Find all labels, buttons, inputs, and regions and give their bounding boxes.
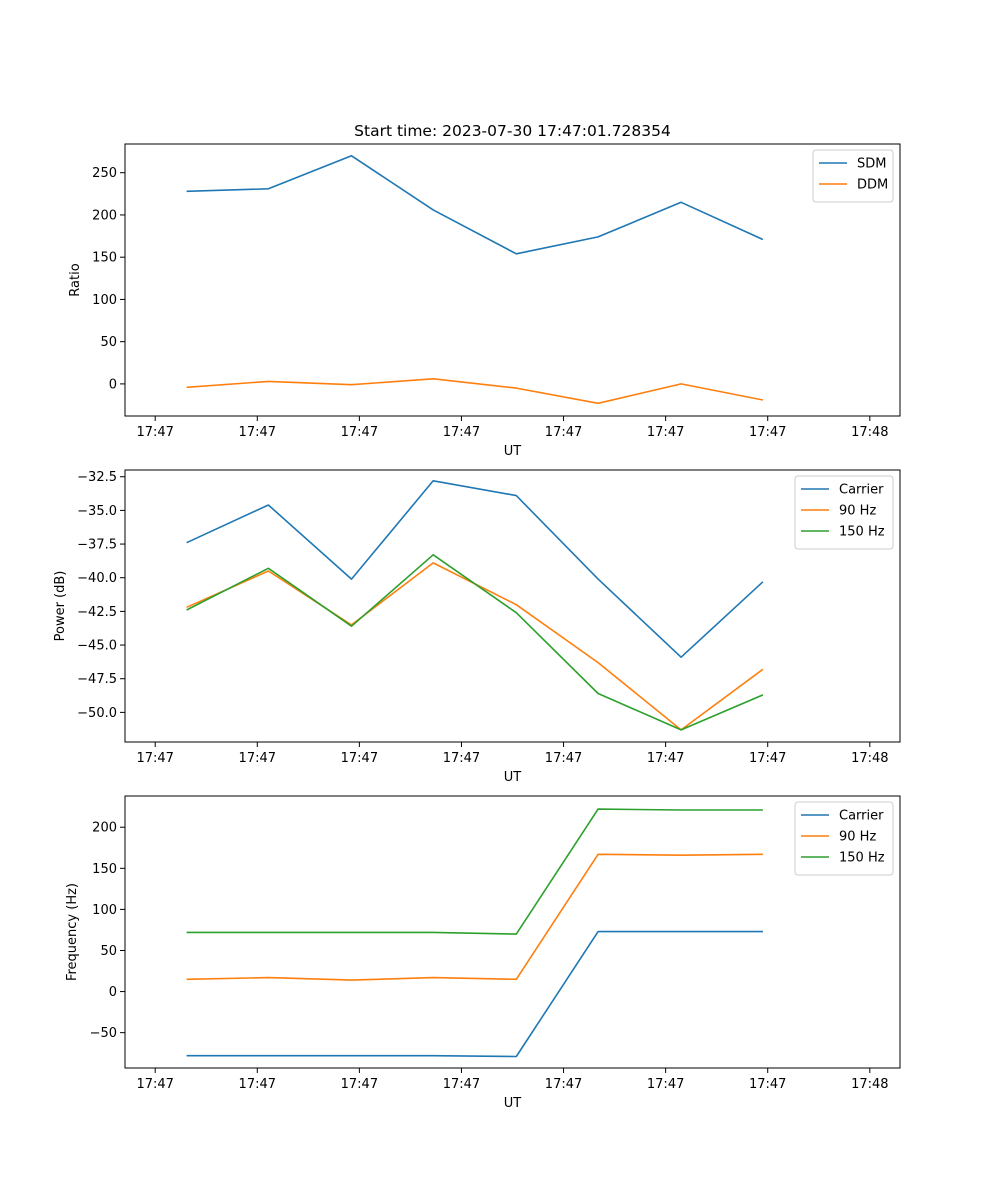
y-tick-label: 100 (92, 293, 117, 308)
legend-entry: 90 Hz (839, 830, 876, 845)
y-axis-label: Ratio (68, 263, 83, 296)
chart-panel-2: 17:47 17:47 17:47 17:47 17:47 17:47 17:47 17:48… (53, 469, 901, 785)
y-tick-label: −37.5 (77, 538, 117, 553)
series-line-90-hz (186, 853, 763, 981)
plot-area (125, 144, 900, 416)
y-axis-label: Frequency (Hz) (65, 883, 80, 981)
y-tick-label: 50 (100, 944, 117, 959)
x-tick-label: 17:47 (136, 425, 173, 440)
x-tick-label: 17:47 (443, 1077, 480, 1092)
x-tick-label: 17:47 (749, 751, 786, 766)
x-tick-label: 17:47 (341, 425, 378, 440)
x-tick-label: 17:47 (545, 425, 582, 440)
series-line-150-hz (186, 553, 764, 731)
y-tick-label: −35.0 (77, 504, 117, 519)
chart-panel-3: 17:47 17:47 17:47 17:47 17:47 17:47 17:47 17:48… (65, 795, 901, 1111)
legend-entry: 150 Hz (839, 525, 885, 540)
series-line-ddm (186, 377, 764, 405)
series-line-sdm (186, 155, 764, 255)
y-tick-label: 200 (92, 821, 117, 836)
y-axis-label: Power (dB) (53, 571, 68, 642)
y-tick-label: 0 (109, 377, 117, 392)
x-tick-label: 17:47 (341, 1077, 378, 1092)
x-axis-label: UT (504, 444, 522, 459)
series-line-carrier (186, 930, 763, 1058)
series-line-150-hz (186, 808, 763, 935)
plot-frame (124, 795, 901, 1069)
y-tick-label: −50 (90, 1026, 117, 1041)
y-tick-label: 150 (92, 862, 117, 877)
plot-area (125, 470, 900, 742)
y-tick-label: −50.0 (77, 706, 117, 721)
y-tick-label: 0 (109, 985, 117, 1000)
x-tick-label: 17:47 (341, 751, 378, 766)
x-tick-label: 17:48 (851, 425, 888, 440)
x-tick-label: 17:47 (647, 1077, 684, 1092)
y-tick-label: −47.5 (77, 672, 117, 687)
x-tick-label: 17:48 (851, 751, 888, 766)
y-tick-label: −42.5 (77, 605, 117, 620)
legend-entry: 150 Hz (839, 851, 885, 866)
x-tick-label: 17:47 (443, 425, 480, 440)
x-tick-label: 17:47 (443, 751, 480, 766)
legend-entry: DDM (857, 178, 888, 193)
legend: Carrier 90 Hz 150 Hz (794, 801, 894, 876)
y-tick-label: 100 (92, 903, 117, 918)
x-tick-label: 17:47 (239, 1077, 276, 1092)
x-tick-label: 17:47 (749, 1077, 786, 1092)
x-tick-label: 17:47 (545, 751, 582, 766)
y-tick-label: 200 (92, 208, 117, 223)
legend-entry: Carrier (839, 809, 884, 824)
legend: Carrier 90 Hz 150 Hz (794, 475, 894, 550)
x-tick-label: 17:47 (749, 425, 786, 440)
y-tick-label: 150 (92, 251, 117, 266)
x-tick-label: 17:48 (851, 1077, 888, 1092)
legend: SDM DDM (812, 149, 894, 203)
y-tick-label: 50 (100, 335, 117, 350)
x-tick-label: 17:47 (545, 1077, 582, 1092)
x-tick-label: 17:47 (136, 751, 173, 766)
series-line-carrier (186, 479, 764, 659)
y-tick-label: −45.0 (77, 639, 117, 654)
x-tick-label: 17:47 (647, 751, 684, 766)
x-axis-label: UT (504, 770, 522, 785)
x-tick-label: 17:47 (136, 1077, 173, 1092)
legend-entry: 90 Hz (839, 504, 876, 519)
x-axis-label: UT (504, 1096, 522, 1111)
y-tick-label: 250 (92, 166, 117, 181)
plot-frame (124, 143, 901, 417)
x-tick-label: 17:47 (239, 751, 276, 766)
x-tick-label: 17:47 (239, 425, 276, 440)
y-tick-label: −32.5 (77, 470, 117, 485)
chart-title: Start time: 2023-07-30 17:47:01.728354 (354, 122, 671, 140)
legend-entry: SDM (857, 157, 886, 172)
y-tick-label: −40.0 (77, 571, 117, 586)
chart-panel-1: Start time: 2023-07-30 17:47:01.728354 17… (68, 122, 901, 459)
legend-entry: Carrier (839, 483, 884, 498)
x-tick-label: 17:47 (647, 425, 684, 440)
plot-frame (124, 469, 901, 743)
